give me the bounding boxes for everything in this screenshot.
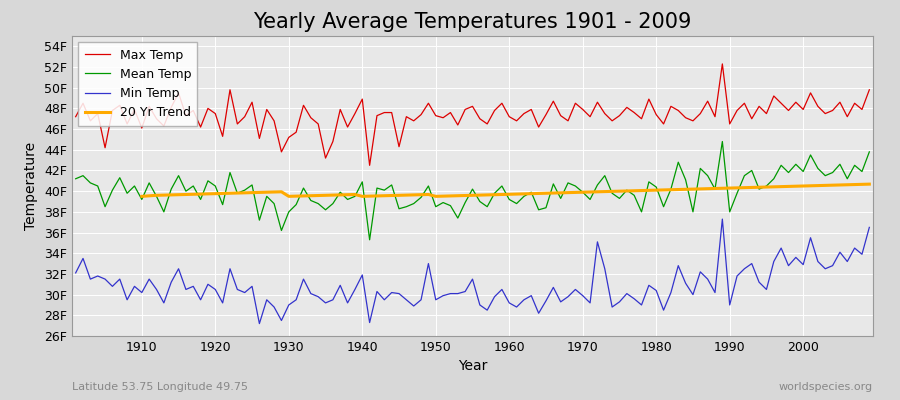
Mean Temp [129,184,140,188]
Text: Latitude 53.75 Longitude 49.75: Latitude 53.75 Longitude 49.75 [72,382,248,392]
Min Temp [511,305,522,310]
Min Temp [504,300,515,305]
Max Temp [291,130,302,135]
Min Temp [129,284,140,289]
Mean Temp [717,139,728,144]
Min Temp [298,277,309,282]
Max Temp [717,62,728,66]
Line: 20 Yr Trend: 20 Yr Trend [142,184,869,196]
20 Yr Trend [276,189,287,194]
Max Temp [511,118,522,123]
20 Yr Trend [827,183,838,188]
Y-axis label: Temperature: Temperature [24,142,39,230]
20 Yr Trend [864,182,875,186]
Title: Yearly Average Temperatures 1901 - 2009: Yearly Average Temperatures 1901 - 2009 [253,12,692,32]
Min Temp [864,225,875,230]
Max Temp [864,87,875,92]
Mean Temp [291,202,302,207]
Mean Temp [864,150,875,154]
Mean Temp [504,197,515,202]
X-axis label: Year: Year [458,360,487,374]
20 Yr Trend [137,194,148,199]
Text: worldspecies.org: worldspecies.org [778,382,873,392]
Line: Mean Temp: Mean Temp [76,142,869,240]
Mean Temp [70,176,81,181]
20 Yr Trend [305,193,316,198]
Mean Temp [599,173,610,178]
20 Yr Trend [806,183,816,188]
Min Temp [599,266,610,271]
Max Temp [504,114,515,119]
Line: Max Temp: Max Temp [76,64,869,165]
Legend: Max Temp, Mean Temp, Min Temp, 20 Yr Trend: Max Temp, Mean Temp, Min Temp, 20 Yr Tre… [78,42,197,126]
Min Temp [70,270,81,275]
Max Temp [70,114,81,119]
Min Temp [342,300,353,305]
Max Temp [599,111,610,116]
20 Yr Trend [570,190,580,195]
Max Temp [129,107,140,112]
Min Temp [717,217,728,222]
Max Temp [335,107,346,112]
Line: Min Temp: Min Temp [76,219,869,324]
20 Yr Trend [511,192,522,196]
Mean Temp [364,237,375,242]
Mean Temp [335,190,346,195]
Min Temp [254,321,265,326]
Mean Temp [511,201,522,206]
Max Temp [364,163,375,168]
